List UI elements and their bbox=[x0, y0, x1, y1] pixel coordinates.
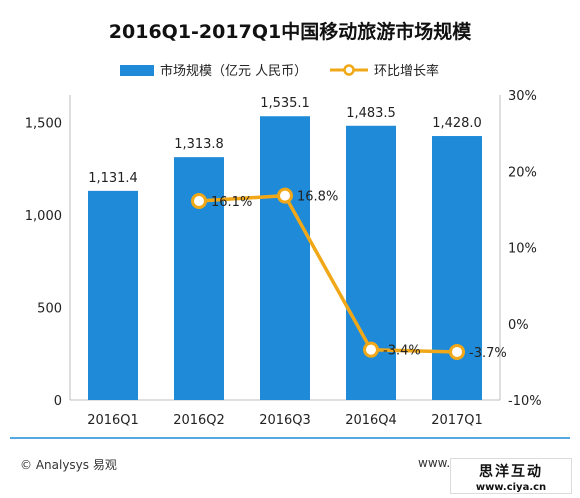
right-tick-label: -10% bbox=[508, 394, 542, 409]
growth-point-2016Q2 bbox=[191, 192, 207, 209]
x-tick-label: 2016Q1 bbox=[87, 413, 139, 428]
growth-value-label: 16.1% bbox=[211, 195, 252, 210]
left-axis-ticks: 0 500 1,000 1,500 bbox=[25, 117, 62, 409]
bar-2016Q3 bbox=[260, 116, 310, 401]
left-tick-label: 1,000 bbox=[25, 209, 62, 224]
growth-value-label: -3.7% bbox=[469, 346, 507, 361]
x-tick-label: 2016Q3 bbox=[259, 413, 311, 428]
legend: 市场规模（亿元 人民币） 环比增长率 bbox=[120, 63, 439, 79]
growth-line bbox=[191, 187, 465, 360]
bar-2016Q4 bbox=[346, 125, 396, 400]
bar-value-label: 1,483.5 bbox=[346, 106, 396, 121]
chart-title: 2016Q1-2017Q1中国移动旅游市场规模 bbox=[109, 20, 472, 43]
stamp-url: www.ciya.cn bbox=[475, 482, 547, 493]
growth-value-label: -3.4% bbox=[383, 344, 421, 359]
x-axis-labels: 2016Q1 2016Q2 2016Q3 2016Q4 2017Q1 bbox=[87, 413, 483, 428]
x-tick-label: 2016Q2 bbox=[173, 413, 225, 428]
growth-value-label: 16.8% bbox=[297, 190, 338, 205]
watermark-stamp: 思洋互动 www.ciya.cn bbox=[450, 458, 572, 494]
bar-value-labels: 1,131.4 1,313.8 1,535.1 1,483.5 1,428.0 bbox=[88, 96, 482, 186]
bar-value-label: 1,535.1 bbox=[260, 96, 310, 111]
x-tick-label: 2016Q4 bbox=[345, 413, 397, 428]
bar-value-label: 1,428.0 bbox=[432, 116, 482, 131]
growth-point-2016Q3 bbox=[277, 187, 293, 204]
legend-line-marker bbox=[343, 64, 355, 76]
footer-url: www. bbox=[418, 456, 451, 470]
stamp-title: 思洋互动 bbox=[479, 464, 543, 480]
left-tick-label: 500 bbox=[37, 302, 62, 317]
growth-point-2016Q4 bbox=[363, 341, 379, 358]
bar-2016Q1 bbox=[88, 190, 138, 400]
right-axis-ticks: -10% 0% 10% 20% 30% bbox=[508, 89, 542, 409]
legend-bar-swatch bbox=[120, 65, 154, 76]
bar-value-label: 1,313.8 bbox=[174, 137, 224, 152]
right-tick-label: 30% bbox=[508, 89, 537, 104]
right-tick-label: 10% bbox=[508, 242, 537, 257]
bar-value-label: 1,131.4 bbox=[88, 171, 138, 186]
right-tick-label: 20% bbox=[508, 165, 537, 180]
left-tick-label: 0 bbox=[54, 394, 62, 409]
left-tick-label: 1,500 bbox=[25, 117, 62, 132]
x-tick-label: 2017Q1 bbox=[431, 413, 483, 428]
growth-point-2017Q1 bbox=[449, 343, 465, 360]
footer-credit: © Analysys 易观 bbox=[20, 458, 117, 472]
growth-value-labels: 16.1% 16.8% -3.4% -3.7% bbox=[211, 190, 507, 361]
right-tick-label: 0% bbox=[508, 318, 529, 333]
bars bbox=[88, 116, 482, 401]
growth-line-path bbox=[198, 193, 458, 354]
legend-bar-label: 市场规模（亿元 人民币） bbox=[160, 63, 307, 79]
legend-line-label: 环比增长率 bbox=[374, 63, 439, 79]
